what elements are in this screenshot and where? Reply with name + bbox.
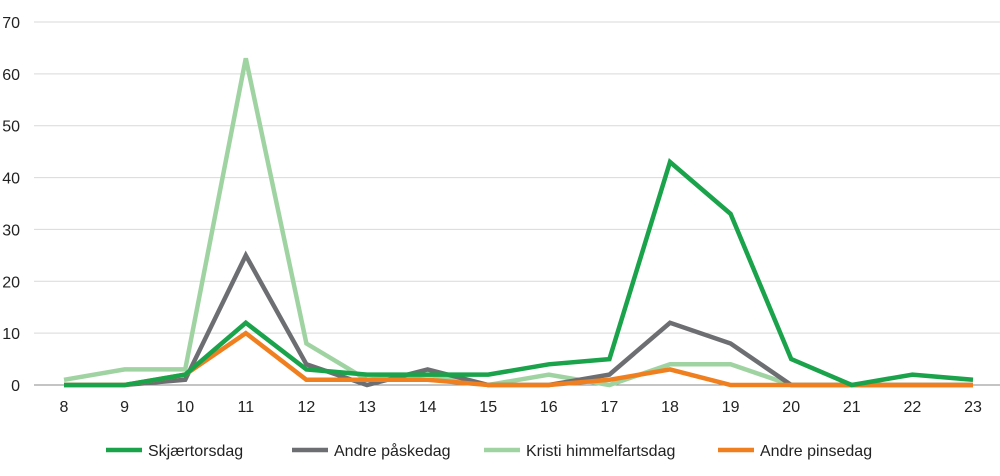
series-lines	[63, 57, 974, 388]
x-tick-label: 22	[904, 399, 922, 416]
series-line-0	[64, 158, 974, 388]
y-tick-label: 30	[2, 222, 20, 239]
series-line-2	[63, 57, 973, 388]
x-tick-label: 18	[661, 399, 679, 416]
x-tick-label: 15	[479, 399, 497, 416]
x-tick-label: 21	[843, 399, 861, 416]
x-tick-label: 11	[237, 399, 254, 416]
y-tick-label: 0	[11, 378, 20, 395]
legend-label: Andre pinsedag	[760, 443, 872, 460]
y-tick-label: 10	[2, 326, 20, 343]
x-tick-label: 10	[176, 399, 194, 416]
x-tick-label: 9	[120, 399, 129, 416]
y-tick-label: 20	[2, 274, 20, 291]
y-tick-label: 70	[2, 15, 20, 32]
y-tick-label: 60	[2, 67, 20, 84]
x-tick-label: 12	[298, 399, 316, 416]
x-tick-label: 16	[540, 399, 558, 416]
x-tick-label: 14	[419, 399, 437, 416]
y-tick-label: 40	[2, 171, 20, 188]
series-line-3	[64, 330, 973, 388]
legend-label: Andre påskedag	[334, 442, 451, 460]
legend-label: Skjærtorsdag	[148, 443, 243, 460]
x-tick-label: 17	[601, 399, 619, 416]
legend-label: Kristi himmelfartsdag	[526, 443, 675, 460]
x-tick-label: 19	[722, 399, 740, 416]
x-tick-label: 20	[782, 399, 800, 416]
x-axis-tick-labels: 8 9 10 11 12 13 14 15 16 17 18 19 20 21 22 23	[60, 399, 982, 416]
gridlines	[34, 21, 1000, 386]
x-tick-label: 23	[964, 399, 982, 416]
y-tick-label: 50	[2, 119, 20, 136]
x-tick-label: 8	[60, 399, 69, 416]
x-tick-label: 13	[358, 399, 376, 416]
y-axis-tick-labels: 0 10 20 30 40 50 60 70	[2, 15, 20, 395]
legend: Skjærtorsdag Andre påskedag Kristi himmelf…	[106, 442, 872, 460]
